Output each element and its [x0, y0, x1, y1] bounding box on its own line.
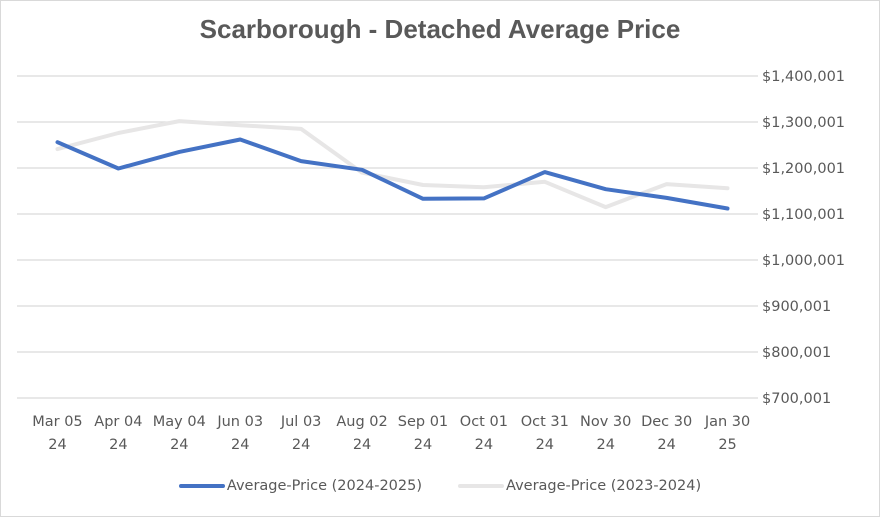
y-tick-label: $1,000,001	[762, 253, 845, 269]
y-tick-label: $1,400,001	[762, 69, 845, 85]
series-lines	[55, 119, 730, 211]
x-tick-label: May 04	[153, 414, 206, 430]
legend-item-2023-2024: Average-Price (2023-2024)	[458, 478, 701, 494]
x-tick-label-year: 24	[292, 437, 310, 453]
series-line-2024-2025	[55, 137, 730, 211]
series-line-2023-2024	[55, 119, 730, 210]
y-axis-ticks: $1,400,001 $1,300,001 $1,200,001 $1,100,001…	[762, 69, 845, 407]
legend-label-2024-2025: Average-Price (2024-2025)	[226, 478, 422, 494]
legend-swatch-2023-2024	[458, 484, 504, 488]
y-tick-label: $1,100,001	[762, 207, 845, 223]
x-tick-label-year: 24	[536, 437, 554, 453]
x-tick-label: Jul 03	[280, 414, 322, 430]
y-tick-label: $1,300,001	[762, 115, 845, 131]
y-tick-label: $700,001	[762, 391, 831, 407]
x-tick-label: Jun 03	[216, 414, 263, 430]
x-tick-label: Aug 02	[336, 414, 387, 430]
chart-title: Scarborough - Detached Average Price	[199, 14, 681, 44]
x-axis-ticks: Mar 05 24 Apr 04 24 May 04 24 Jun 03 24 Jul 03 24…	[32, 414, 750, 453]
x-tick-label: Dec 30	[641, 414, 692, 430]
x-tick-label-year: 24	[231, 437, 249, 453]
y-tick-label: $1,200,001	[762, 161, 845, 177]
x-tick-label-year: 24	[414, 437, 432, 453]
x-tick-label-year: 24	[48, 437, 66, 453]
x-tick-label: Oct 31	[521, 414, 569, 430]
x-tick-label-year: 24	[657, 437, 675, 453]
y-tick-label: $900,001	[762, 299, 831, 315]
x-tick-label: Oct 01	[460, 414, 508, 430]
x-tick-label: Apr 04	[94, 414, 142, 430]
x-tick-label-year: 24	[596, 437, 614, 453]
x-tick-label: Nov 30	[580, 414, 631, 430]
x-tick-label: Mar 05	[32, 414, 82, 430]
x-tick-label-year: 24	[475, 437, 493, 453]
legend: Average-Price (2024-2025) Average-Price …	[0, 478, 880, 494]
legend-label-2023-2024: Average-Price (2023-2024)	[506, 478, 702, 494]
x-tick-label-year: 24	[353, 437, 371, 453]
gridlines	[17, 75, 758, 399]
x-tick-label: Jan 30	[704, 414, 750, 430]
legend-item-2024-2025: Average-Price (2024-2025)	[178, 478, 422, 494]
x-tick-label-year: 25	[718, 437, 736, 453]
x-tick-label: Sep 01	[398, 414, 448, 430]
y-tick-label: $800,001	[762, 345, 831, 361]
legend-swatch-2024-2025	[178, 484, 225, 488]
x-tick-label-year: 24	[170, 437, 188, 453]
x-tick-label-year: 24	[109, 437, 127, 453]
